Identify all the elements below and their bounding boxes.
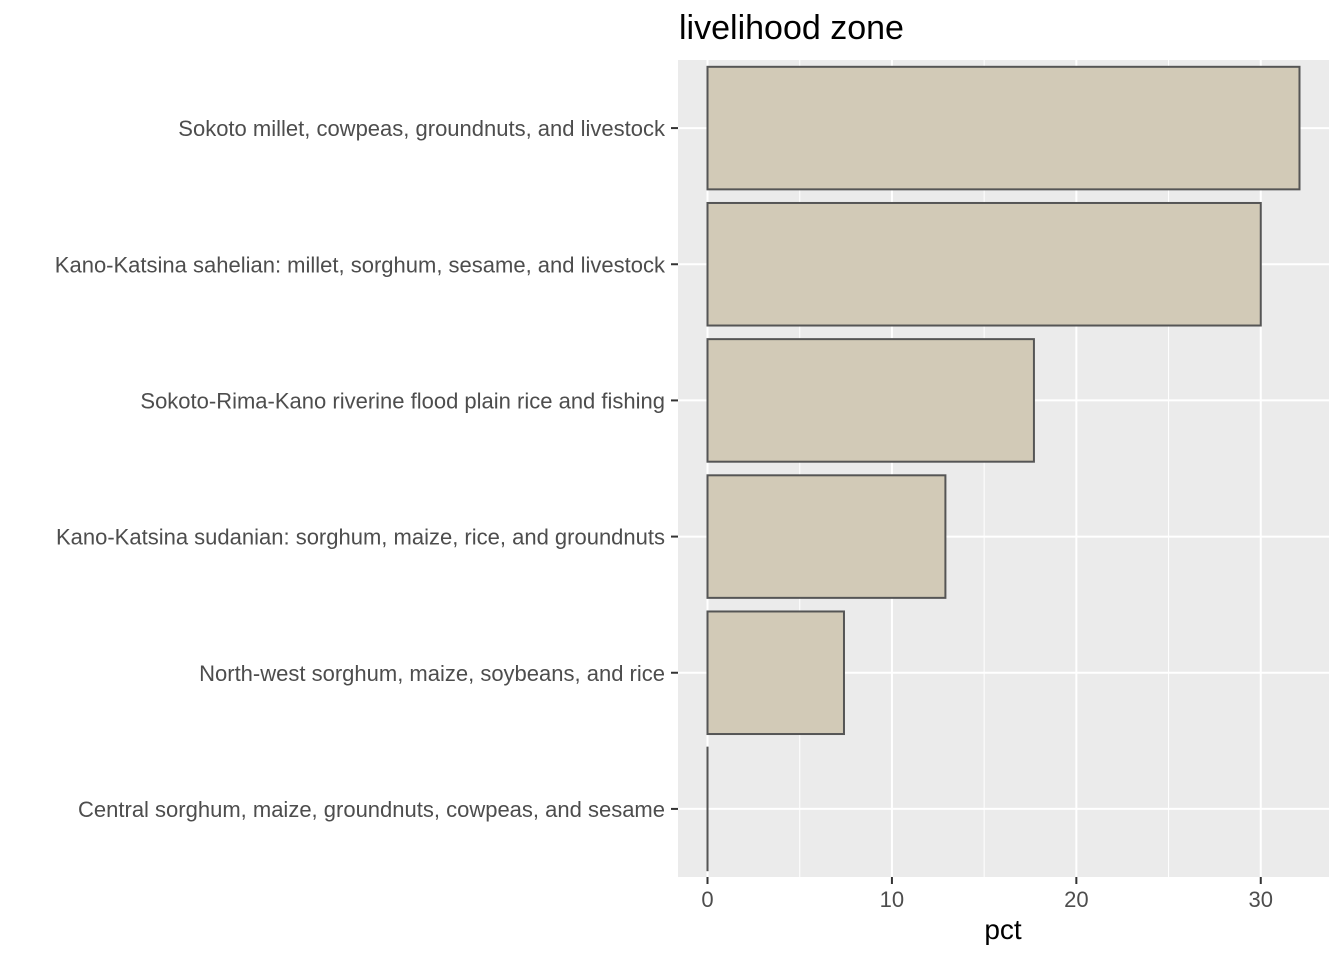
bar	[706, 201, 1262, 327]
bar	[706, 65, 1301, 191]
category-label: Central sorghum, maize, groundnuts, cowp…	[78, 797, 665, 822]
category-label: Kano-Katsina sudanian: sorghum, maize, r…	[56, 525, 665, 550]
plot-panel	[678, 60, 1329, 877]
x-tick-label: 20	[1064, 887, 1088, 912]
x-axis-title: pct	[984, 914, 1022, 945]
x-tick-label: 10	[880, 887, 904, 912]
bar	[706, 338, 1035, 463]
category-label: Kano-Katsina sahelian: millet, sorghum, …	[55, 252, 666, 277]
x-axis: 0 10 20 30	[701, 877, 1273, 912]
x-tick-label: 30	[1249, 887, 1273, 912]
y-axis: Sokoto millet, cowpeas, groundnuts, and …	[55, 116, 678, 822]
bar	[706, 610, 845, 736]
category-label: Sokoto-Rima-Kano riverine flood plain ri…	[140, 388, 665, 413]
category-label: Sokoto millet, cowpeas, groundnuts, and …	[178, 116, 666, 141]
x-tick-label: 0	[701, 887, 713, 912]
bars	[706, 65, 1301, 872]
category-label: North-west sorghum, maize, soybeans, and…	[199, 661, 665, 686]
bar	[706, 474, 947, 599]
chart-title: livelihood zone	[679, 9, 904, 47]
